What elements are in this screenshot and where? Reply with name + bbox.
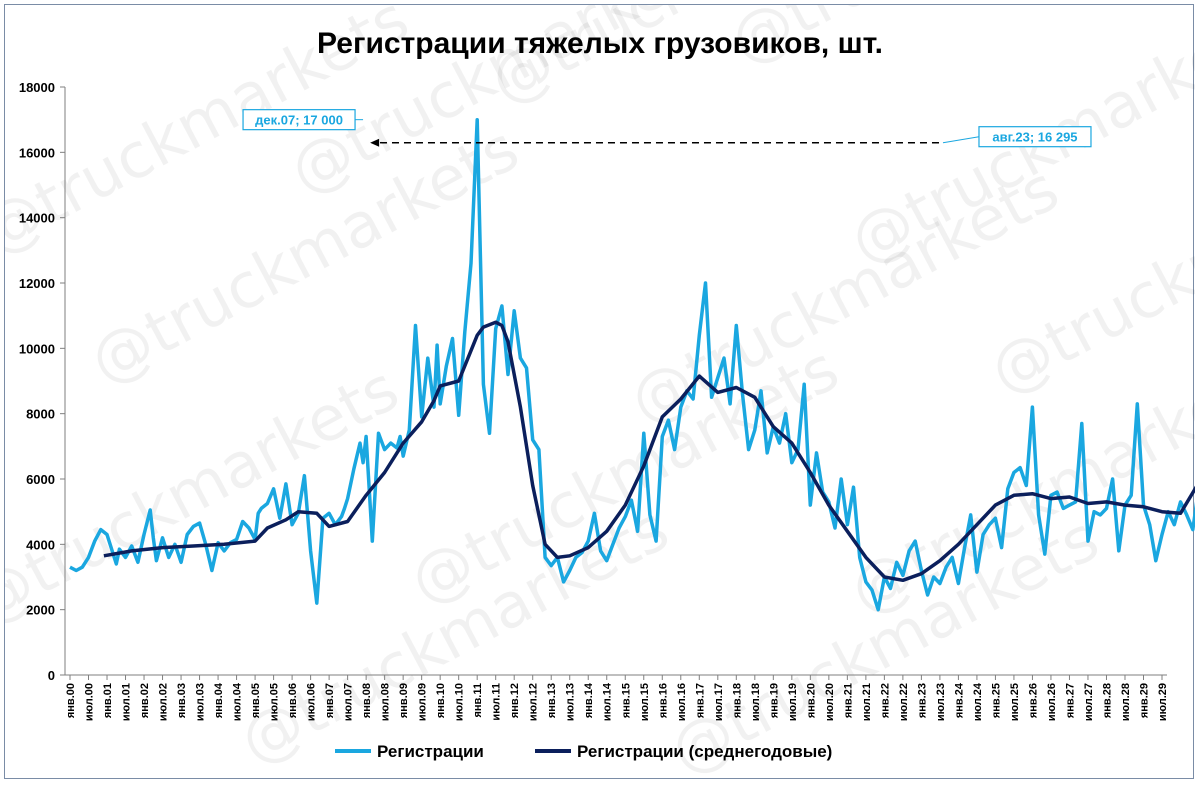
- x-tick-label: июл.03: [195, 683, 207, 721]
- x-tick-label: июл.08: [380, 683, 392, 721]
- x-tick-label: июл.04: [232, 682, 244, 721]
- x-tick-label: янв.19: [768, 683, 780, 718]
- x-tick-label: янв.22: [879, 683, 891, 718]
- x-tick-label: июл.10: [454, 683, 466, 721]
- x-tick-label: янв.28: [1101, 683, 1113, 718]
- x-tick-label: июл.16: [676, 683, 688, 721]
- x-tick-label: июл.26: [1046, 683, 1058, 721]
- annotation-leader: [942, 136, 980, 144]
- line-chart: @truckmarkets@truckmarkets@truckmarkets @…: [5, 5, 1195, 780]
- x-tick-label: июл.09: [417, 683, 429, 721]
- x-tick-label: июл.21: [861, 683, 873, 721]
- annotation-box: [978, 126, 1092, 148]
- x-tick-label: янв.01: [102, 683, 114, 718]
- series-line-registrations: [69, 117, 1195, 612]
- x-tick-label: янв.07: [324, 683, 336, 718]
- y-tick-label: 4000: [26, 537, 55, 552]
- chart-frame: @truckmarkets @truckmarkets @truckmarkets @…: [4, 4, 1195, 780]
- x-tick-label: июл.28: [1120, 683, 1132, 721]
- x-tick-label: янв.13: [546, 683, 558, 718]
- y-tick-label: 6000: [26, 472, 55, 487]
- x-tick-label: июл.20: [824, 683, 836, 721]
- x-tick-label: янв.17: [694, 683, 706, 718]
- y-tick-label: 8000: [26, 407, 55, 422]
- x-tick-label: июл.11: [491, 683, 503, 721]
- legend-label: Регистрации: [377, 742, 484, 761]
- x-tick-label: июл.01: [121, 683, 133, 721]
- annotation-layer: дек.07; 17 000 авг.23; 16 295: [242, 109, 1092, 148]
- x-tick-label: июл.14: [602, 682, 614, 721]
- x-tick-label: янв.16: [657, 683, 669, 718]
- legend: Регистрации Регистрации (среднегодовые): [335, 742, 832, 761]
- y-tick-label: 0: [48, 668, 55, 683]
- x-tick-label: янв.23: [916, 683, 928, 718]
- x-tick-label: янв.24: [953, 682, 965, 718]
- x-tick-label: июл.17: [713, 683, 725, 721]
- x-tick-label: янв.10: [435, 683, 447, 718]
- x-tick-label: янв.15: [620, 683, 632, 718]
- x-tick-label: июл.07: [343, 683, 355, 721]
- annotation-label: дек.07; 17 000: [255, 113, 343, 128]
- x-tick-label: янв.20: [805, 683, 817, 718]
- x-tick-label: июл.29: [1157, 683, 1169, 721]
- y-tick-label: 16000: [19, 145, 55, 160]
- x-tick-label: июл.27: [1083, 683, 1095, 721]
- x-tick-label: янв.26: [1027, 683, 1039, 718]
- y-tick-label: 2000: [26, 603, 55, 618]
- chart-title: Регистрации тяжелых грузовиков, шт.: [317, 27, 883, 60]
- x-axis-ticks: янв.00 июл.00 янв.01 июл.01 янв.02 июл.02 янв.…: [65, 675, 1169, 721]
- x-tick-label: янв.21: [842, 683, 854, 718]
- x-tick-label: янв.29: [1138, 683, 1150, 718]
- x-tick-label: июл.06: [306, 683, 318, 721]
- x-tick-label: янв.12: [509, 683, 521, 718]
- x-tick-label: июл.15: [639, 683, 651, 721]
- x-tick-label: июл.24: [972, 682, 984, 721]
- x-tick-label: янв.25: [990, 683, 1002, 718]
- y-tick-label: 12000: [19, 276, 55, 291]
- x-tick-label: янв.18: [731, 683, 743, 718]
- x-tick-label: июл.25: [1009, 683, 1021, 721]
- y-tick-label: 10000: [19, 341, 55, 356]
- x-tick-label: июл.22: [898, 683, 910, 721]
- x-tick-label: янв.02: [139, 683, 151, 718]
- x-tick-label: янв.04: [213, 682, 225, 718]
- x-tick-label: июл.02: [158, 683, 170, 721]
- x-tick-label: янв.00: [65, 683, 77, 718]
- watermark-text: @truckmarkets: [478, 5, 930, 118]
- x-tick-label: янв.05: [250, 683, 262, 718]
- y-tick-label: 18000: [19, 80, 55, 95]
- x-tick-label: янв.14: [583, 682, 595, 718]
- legend-label: Регистрации (среднегодовые): [577, 742, 832, 761]
- arrow-head: [370, 138, 380, 147]
- x-tick-label: июл.05: [269, 683, 281, 721]
- x-tick-label: янв.08: [361, 683, 373, 718]
- x-tick-label: июл.12: [528, 683, 540, 721]
- x-tick-label: янв.11: [472, 683, 484, 718]
- y-tick-label: 14000: [19, 211, 55, 226]
- annotation-label: авг.23; 16 295: [992, 130, 1077, 145]
- x-tick-label: янв.09: [398, 683, 410, 718]
- y-axis-ticks: 0 2000 4000 6000 8000 10000 12000 14000 16000 180…: [19, 80, 65, 683]
- watermark-layer: @truckmarkets@truckmarkets@truckmarkets @…: [5, 5, 1195, 780]
- x-tick-label: июл.00: [84, 683, 96, 721]
- x-tick-label: июл.13: [565, 683, 577, 721]
- annotation-box: [242, 109, 356, 131]
- x-tick-label: янв.27: [1064, 683, 1076, 718]
- x-tick-label: июл.19: [787, 683, 799, 721]
- comparison-arrow: [370, 138, 939, 147]
- x-tick-label: июл.18: [750, 683, 762, 721]
- series-line-annual-average: [103, 320, 1195, 583]
- x-tick-label: июл.23: [935, 683, 947, 721]
- x-tick-label: янв.03: [176, 683, 188, 718]
- x-tick-label: янв.06: [287, 683, 299, 718]
